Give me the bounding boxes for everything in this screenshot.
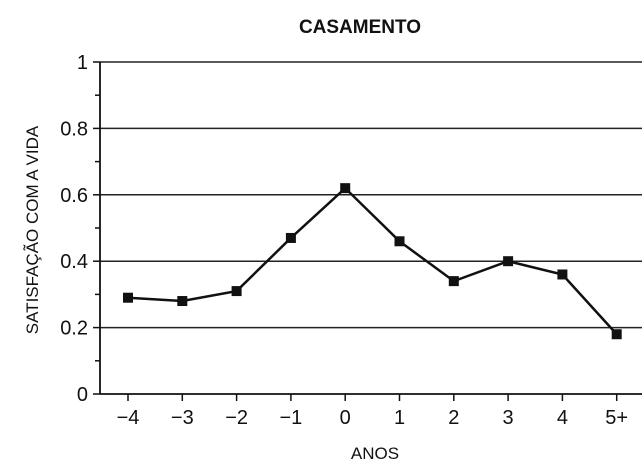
x-tick-label: −1 xyxy=(279,407,302,429)
data-point xyxy=(231,286,242,297)
x-tick-label: −4 xyxy=(117,407,140,429)
data-point xyxy=(394,236,405,247)
data-point xyxy=(448,276,459,287)
x-tick-label: 4 xyxy=(557,407,568,429)
data-point xyxy=(557,269,568,280)
y-tick-label: 0.2 xyxy=(60,318,88,340)
x-tick-label: 2 xyxy=(448,407,459,429)
x-tick-label: 3 xyxy=(503,407,514,429)
data-point xyxy=(340,183,351,194)
y-tick-label: 0.6 xyxy=(60,185,88,207)
x-tick-label: −2 xyxy=(225,407,248,429)
x-tick-label: 5+ xyxy=(605,407,628,429)
y-tick-label: 1 xyxy=(77,52,88,74)
data-point xyxy=(177,296,188,307)
grid-layer xyxy=(100,61,642,329)
data-point xyxy=(503,256,514,267)
x-tick-label: 1 xyxy=(394,407,405,429)
y-tick-label: 0.8 xyxy=(60,118,88,140)
x-tick-label: −3 xyxy=(171,407,194,429)
y-tick-label: 0 xyxy=(77,384,88,406)
y-tick-labels: 0 0.2 0.4 0.6 0.8 1 xyxy=(60,52,88,406)
data-point xyxy=(123,292,133,303)
series-line xyxy=(127,186,618,336)
data-point xyxy=(611,329,622,340)
data-point xyxy=(285,232,296,243)
x-axis-label: ANOS xyxy=(351,444,399,463)
axis-layer xyxy=(93,61,642,401)
y-tick-label: 0.4 xyxy=(60,251,88,273)
series-layer xyxy=(123,183,622,340)
x-tick-labels: −4 −3 −2 −1 0 1 2 3 4 5+ xyxy=(117,407,629,429)
y-axis-label: SATISFAÇÃO COM A VIDA xyxy=(23,125,42,334)
chart-title: CASAMENTO xyxy=(299,17,421,38)
x-tick-label: 0 xyxy=(340,407,351,429)
